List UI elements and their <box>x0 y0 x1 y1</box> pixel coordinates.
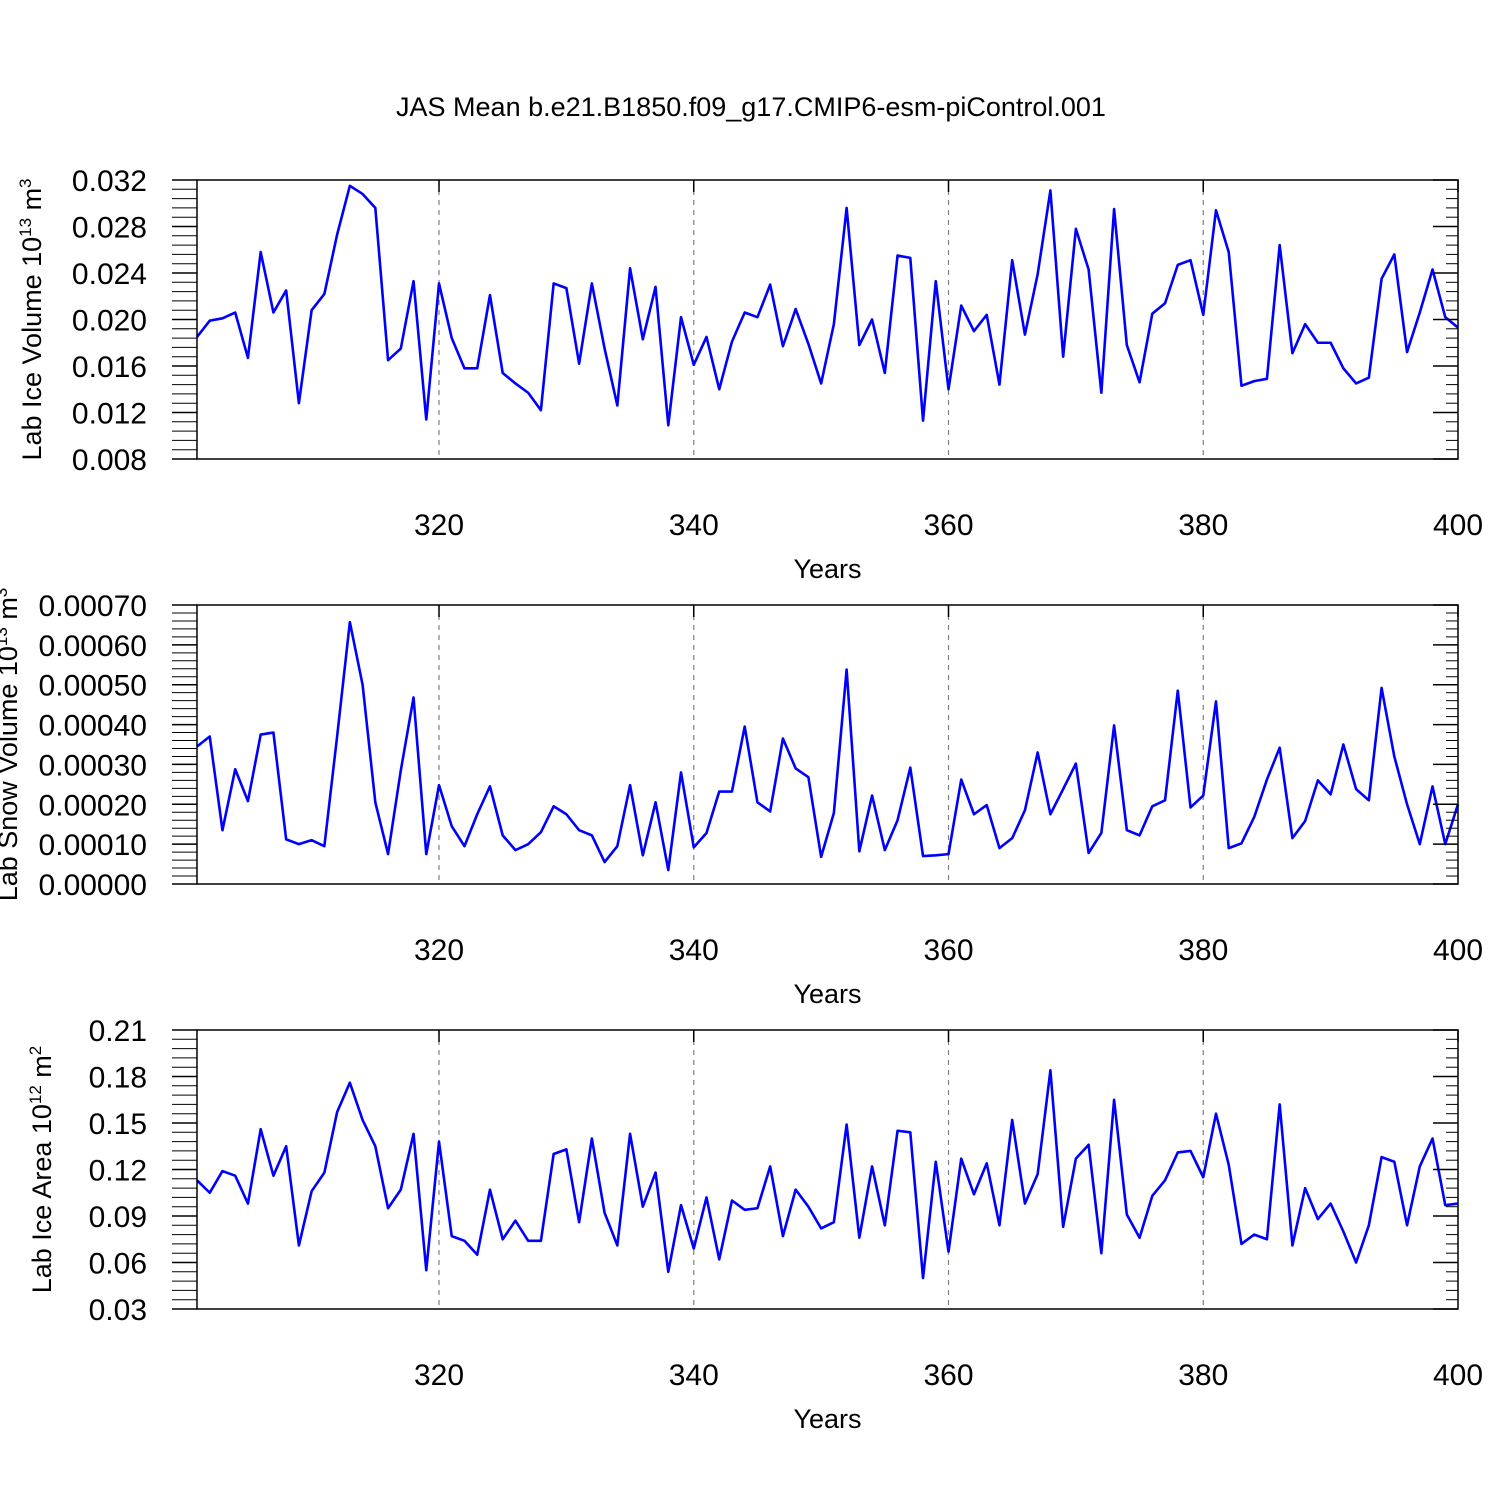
y-tick-label: 0.06 <box>89 1248 147 1281</box>
y-axis-label: Lab Ice Area 1012 m2 <box>26 1046 57 1294</box>
y-tick-label: 0.00070 <box>39 590 147 623</box>
x-tick-label: 380 <box>1178 934 1228 967</box>
x-axis-label: Years <box>793 554 861 584</box>
x-tick-label: 360 <box>923 1359 973 1392</box>
x-tick-label: 340 <box>669 509 719 542</box>
plot-frame <box>196 179 1459 460</box>
x-tick-label: 360 <box>923 509 973 542</box>
chart-panel-3: 0.03 0.06 0.09 0.12 0.15 0.18 0.21 320 340 360 380… <box>26 1015 1483 1434</box>
chart-panel-1: 0.008 0.012 0.016 0.020 0.024 0.028 0.032 320 34… <box>16 165 1483 584</box>
x-tick-label: 320 <box>414 509 464 542</box>
x-tick-label: 360 <box>923 934 973 967</box>
y-tick-label: 0.00000 <box>39 869 147 902</box>
y-tick-label: 0.032 <box>72 165 147 198</box>
x-tick-label: 320 <box>414 1359 464 1392</box>
y-tick-label: 0.00040 <box>39 710 147 743</box>
y-tick-label: 0.00030 <box>39 749 147 782</box>
plot-frame <box>196 604 1459 885</box>
y-tick-label: 0.008 <box>72 444 147 477</box>
series-line <box>196 1069 1459 1280</box>
y-tick-label: 0.12 <box>89 1155 147 1188</box>
plot-frame <box>196 1029 1459 1310</box>
x-tick-label: 380 <box>1178 1359 1228 1392</box>
x-tick-label: 320 <box>414 934 464 967</box>
y-axis-label: Lab Snow Volume 1013 m3 <box>0 588 23 902</box>
y-tick-label: 0.09 <box>89 1201 147 1234</box>
y-tick-label: 0.00010 <box>39 829 147 862</box>
x-tick-label: 400 <box>1433 934 1483 967</box>
y-tick-label: 0.00060 <box>39 630 147 663</box>
y-tick-label: 0.03 <box>89 1294 147 1327</box>
x-tick-label: 380 <box>1178 509 1228 542</box>
chart-panel-2: 0.00000 0.00010 0.00020 0.00030 0.00040 0.000… <box>0 588 1483 1009</box>
x-tick-label: 400 <box>1433 509 1483 542</box>
x-axis-label: Years <box>793 979 861 1009</box>
y-tick-label: 0.016 <box>72 351 147 384</box>
y-tick-label: 0.028 <box>72 212 147 245</box>
y-tick-label: 0.21 <box>89 1015 147 1048</box>
y-tick-label: 0.18 <box>89 1062 147 1095</box>
y-tick-label: 0.15 <box>89 1108 147 1141</box>
series-line <box>196 620 1460 872</box>
series-line <box>195 184 1459 427</box>
y-tick-label: 0.024 <box>72 258 147 291</box>
y-tick-label: 0.012 <box>72 398 147 431</box>
y-tick-label: 0.020 <box>72 305 147 338</box>
x-tick-label: 340 <box>669 1359 719 1392</box>
x-axis-label: Years <box>793 1404 861 1434</box>
y-tick-label: 0.00020 <box>39 789 147 822</box>
x-tick-label: 340 <box>669 934 719 967</box>
figure-title: JAS Mean b.e21.B1850.f09_g17.CMIP6-esm-p… <box>396 92 1106 122</box>
y-axis-label: Lab Ice Volume 1013 m3 <box>16 178 47 460</box>
x-tick-label: 400 <box>1433 1359 1483 1392</box>
y-tick-label: 0.00050 <box>39 670 147 703</box>
